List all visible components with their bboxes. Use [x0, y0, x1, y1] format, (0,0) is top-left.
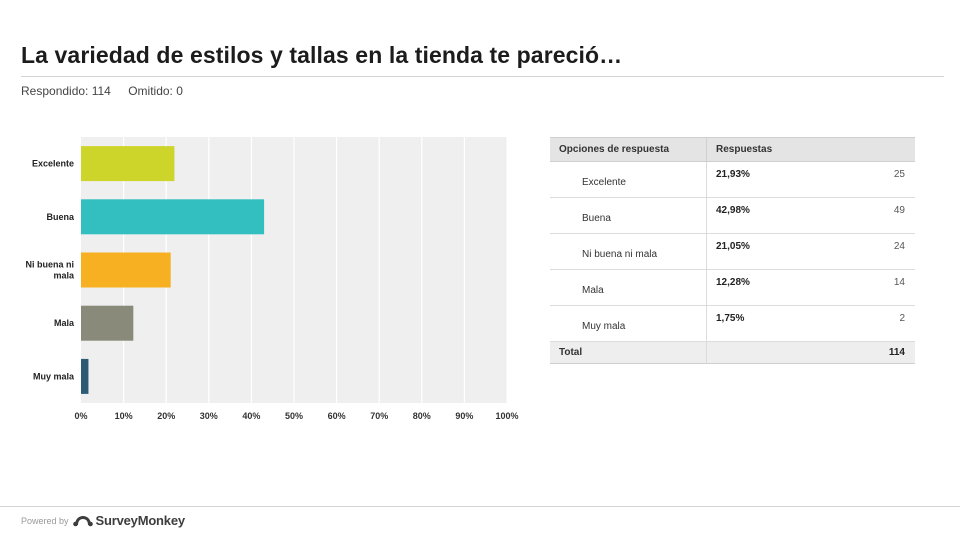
response-count: 49 [893, 205, 905, 216]
bar-chart: 0% 10% 20% 30% 40% 50% 60% 70% 80% 90% 100% Excelen… [25, 137, 519, 421]
table-total-row: Total 114 [550, 341, 915, 364]
table-row: Muy mala 1,75% 2 [550, 305, 915, 342]
response-percent: 21,93% [716, 169, 750, 180]
skipped-count: Omitido: 0 [128, 84, 183, 98]
option-label: Excelente [550, 161, 707, 198]
response-count: 14 [893, 277, 905, 288]
response-percent: 12,28% [716, 277, 750, 288]
response-percent: 1,75% [716, 313, 745, 324]
response-cell: 21,93% 25 [706, 161, 915, 198]
option-label: Buena [550, 197, 707, 234]
response-count: 25 [893, 169, 905, 180]
category-label: Buena [46, 212, 75, 222]
x-tick-label: 0% [74, 411, 87, 421]
response-cell: 12,28% 14 [706, 269, 915, 306]
response-count: 2 [899, 313, 905, 324]
total-count: 114 [888, 347, 905, 358]
x-tick-label: 40% [242, 411, 260, 421]
x-tick-label: 100% [495, 411, 518, 421]
option-label: Mala [550, 269, 707, 306]
table-header-row: Opciones de respuesta Respuestas [550, 137, 915, 162]
brand-name: SurveyMonkey [95, 513, 186, 528]
footer: Powered by SurveyMonkey [21, 513, 185, 528]
x-tick-label: 20% [157, 411, 175, 421]
category-label: Ni buena ni mala [25, 260, 75, 281]
x-tick-label: 70% [370, 411, 388, 421]
footer-divider [0, 506, 960, 507]
category-label: Excelente [32, 159, 74, 169]
title-divider [21, 76, 944, 77]
bar [81, 252, 171, 288]
table-row: Ni buena ni mala 21,05% 24 [550, 233, 915, 270]
response-cell: 1,75% 2 [706, 305, 915, 342]
x-tick-label: 30% [200, 411, 218, 421]
surveymonkey-logo-icon [72, 515, 93, 526]
x-tick-label: 90% [455, 411, 473, 421]
option-label: Ni buena ni mala [550, 233, 707, 270]
table-row: Excelente 21,93% 25 [550, 161, 915, 198]
response-count: 24 [893, 241, 905, 252]
table-row: Buena 42,98% 49 [550, 197, 915, 234]
response-percent: 21,05% [716, 241, 750, 252]
response-cell: 21,05% 24 [706, 233, 915, 270]
bar [81, 358, 89, 394]
bar [81, 199, 265, 235]
powered-by-text: Powered by [21, 515, 69, 526]
page-title: La variedad de estilos y tallas en la ti… [21, 42, 623, 68]
answered-count: Respondido: 114 [21, 84, 111, 98]
table-row: Mala 12,28% 14 [550, 269, 915, 306]
response-cell: 42,98% 49 [706, 197, 915, 234]
x-tick-label: 60% [328, 411, 346, 421]
option-label: Muy mala [550, 305, 707, 342]
category-label: Mala [54, 318, 75, 328]
column-header-responses: Respuestas [706, 137, 915, 162]
bar [81, 305, 134, 341]
category-label: Muy mala [33, 371, 75, 381]
bar [81, 146, 175, 182]
total-cell: 114 [706, 341, 915, 364]
x-tick-label: 50% [285, 411, 303, 421]
response-percent: 42,98% [716, 205, 750, 216]
response-table: Opciones de respuesta Respuestas Excelen… [550, 137, 915, 364]
x-tick-label: 10% [115, 411, 133, 421]
column-header-options: Opciones de respuesta [550, 137, 707, 162]
x-tick-label: 80% [413, 411, 431, 421]
total-label: Total [550, 341, 707, 364]
response-summary: Respondido: 114 Omitido: 0 [21, 84, 193, 98]
